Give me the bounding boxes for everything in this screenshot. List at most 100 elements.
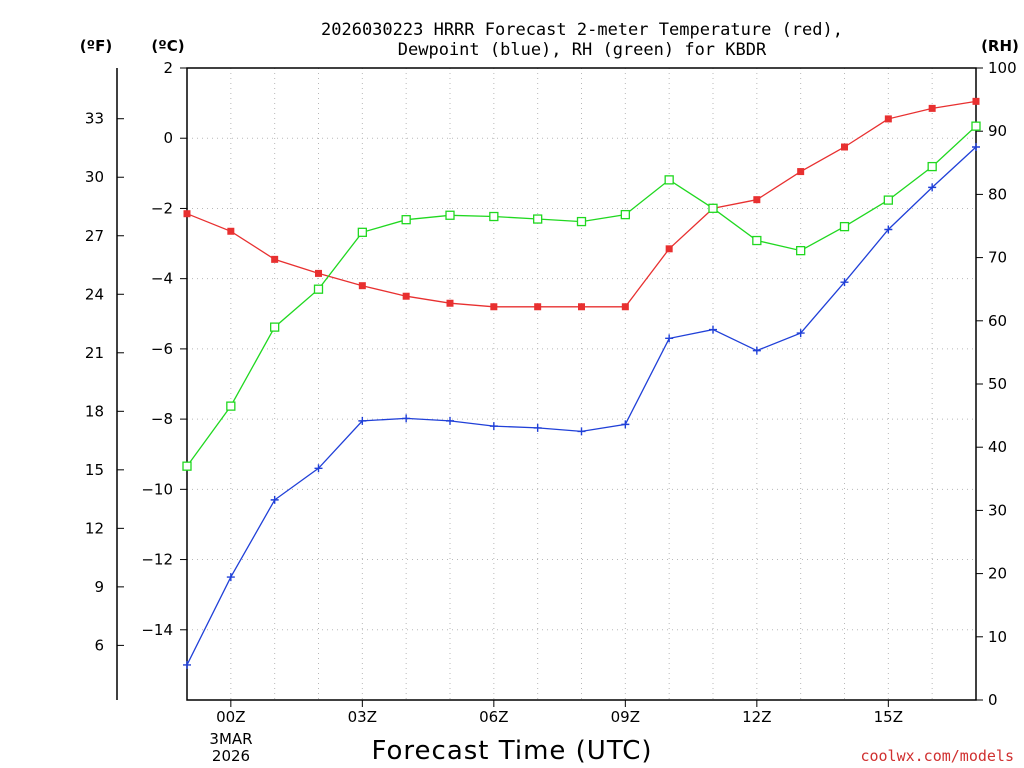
celsius-tick-label: −2 bbox=[151, 199, 173, 217]
date-label-year: 2026 bbox=[212, 747, 250, 765]
chart-title-line2: Dewpoint (blue), RH (green) for KBDR bbox=[398, 40, 767, 60]
fahrenheit-tick-label: 24 bbox=[85, 285, 104, 303]
fahrenheit-tick-label: 21 bbox=[85, 344, 104, 362]
temperature-point bbox=[490, 303, 498, 311]
celsius-tick-label: −4 bbox=[151, 270, 173, 288]
rh-point bbox=[927, 161, 937, 172]
celsius-tick-label: −8 bbox=[151, 410, 173, 428]
temperature-point bbox=[534, 303, 542, 311]
celsius-tick-label: 2 bbox=[163, 59, 173, 77]
dewpoint-point bbox=[840, 278, 849, 287]
x-tick-label: 00Z bbox=[216, 708, 245, 726]
site-credit: coolwx.com/models bbox=[860, 747, 1014, 765]
celsius-tick-label: −10 bbox=[141, 480, 173, 498]
rh-tick-label: 40 bbox=[988, 438, 1007, 456]
rh-axis-unit: (RH) bbox=[981, 37, 1019, 55]
fahrenheit-tick-label: 33 bbox=[85, 110, 104, 128]
temperature-line bbox=[186, 100, 977, 308]
rh-point bbox=[664, 175, 674, 185]
dewpoint-point bbox=[446, 416, 454, 425]
celsius-tick-label: 0 bbox=[163, 129, 173, 147]
fahrenheit-tick-label: 30 bbox=[85, 168, 104, 186]
temperature-point bbox=[578, 303, 585, 311]
dewpoint-point bbox=[183, 660, 191, 669]
rh-point bbox=[270, 322, 280, 332]
rh-tick-label: 80 bbox=[988, 185, 1007, 203]
temperature-point bbox=[665, 245, 673, 253]
temperature-point bbox=[446, 299, 454, 307]
dewpoint-point bbox=[577, 427, 586, 436]
celsius-tick-label: −12 bbox=[141, 551, 173, 569]
x-tick-label: 03Z bbox=[348, 708, 377, 726]
celsius-tick-label: −14 bbox=[141, 621, 173, 639]
temperature-point bbox=[928, 104, 936, 112]
rh-tick-label: 50 bbox=[988, 375, 1007, 393]
rh-point bbox=[708, 203, 718, 213]
temperature-point bbox=[841, 143, 848, 151]
rh-point bbox=[620, 209, 630, 220]
dewpoint-point bbox=[489, 422, 498, 431]
fahrenheit-tick-label: 18 bbox=[85, 402, 104, 420]
rh-line bbox=[186, 125, 977, 467]
rh-tick-label: 90 bbox=[988, 122, 1007, 140]
temperature-point bbox=[753, 196, 761, 204]
temperature-point bbox=[315, 269, 322, 277]
axes bbox=[116, 67, 983, 707]
celsius-tick-label: −6 bbox=[151, 340, 173, 358]
rh-tick-label: 100 bbox=[988, 59, 1017, 77]
x-tick-label: 15Z bbox=[874, 708, 903, 726]
x-tick-label: 06Z bbox=[479, 708, 508, 726]
temperature-point bbox=[402, 292, 410, 300]
series-lines bbox=[182, 97, 981, 669]
celsius-axis-unit: (ºC) bbox=[151, 37, 184, 55]
date-label-month: 3MAR bbox=[209, 730, 252, 748]
dewpoint-point bbox=[665, 334, 674, 343]
temperature-point bbox=[621, 303, 629, 311]
rh-tick-label: 10 bbox=[988, 628, 1007, 646]
rh-point bbox=[576, 216, 587, 227]
fahrenheit-tick-label: 9 bbox=[94, 578, 104, 596]
rh-tick-label: 0 bbox=[988, 691, 998, 709]
temperature-point bbox=[183, 210, 191, 218]
rh-point bbox=[182, 461, 192, 471]
temperature-point bbox=[271, 255, 279, 263]
fahrenheit-tick-label: 6 bbox=[94, 636, 104, 654]
rh-tick-label: 30 bbox=[988, 501, 1007, 519]
rh-point bbox=[445, 210, 455, 220]
x-axis-label: Forecast Time (UTC) bbox=[371, 736, 652, 766]
fahrenheit-tick-label: 27 bbox=[85, 227, 104, 245]
rh-point bbox=[401, 215, 411, 225]
rh-point bbox=[839, 221, 850, 232]
dewpoint-point bbox=[709, 325, 717, 334]
dewpoint-point bbox=[972, 143, 980, 151]
temperature-point bbox=[884, 115, 892, 123]
dewpoint-point bbox=[884, 225, 893, 234]
rh-point bbox=[533, 214, 543, 224]
temperature-point bbox=[797, 168, 805, 176]
rh-point bbox=[313, 284, 324, 294]
fahrenheit-axis-unit: (ºF) bbox=[80, 37, 112, 55]
dewpoint-point bbox=[928, 183, 937, 192]
grid-lines bbox=[187, 68, 976, 700]
temperature-point bbox=[358, 282, 366, 290]
temperature-point bbox=[972, 97, 980, 105]
dewpoint-point bbox=[752, 346, 761, 355]
rh-point bbox=[357, 227, 367, 237]
rh-point bbox=[971, 121, 981, 131]
fahrenheit-tick-label: 12 bbox=[85, 519, 104, 537]
tick-labels: 20−2−4−6−8−10−12−14333027242118151296010… bbox=[85, 59, 1017, 726]
fahrenheit-tick-label: 15 bbox=[85, 461, 104, 479]
dewpoint-point bbox=[314, 464, 323, 473]
dewpoint-point bbox=[796, 329, 805, 338]
rh-tick-label: 70 bbox=[988, 249, 1007, 267]
x-tick-label: 09Z bbox=[611, 708, 640, 726]
rh-point bbox=[883, 195, 893, 205]
dewpoint-point bbox=[621, 420, 630, 429]
rh-point bbox=[226, 401, 236, 411]
rh-point bbox=[796, 245, 806, 256]
rh-tick-label: 20 bbox=[988, 565, 1007, 583]
dewpoint-point bbox=[533, 423, 542, 432]
rh-tick-label: 60 bbox=[988, 312, 1007, 330]
temperature-point bbox=[227, 227, 235, 235]
